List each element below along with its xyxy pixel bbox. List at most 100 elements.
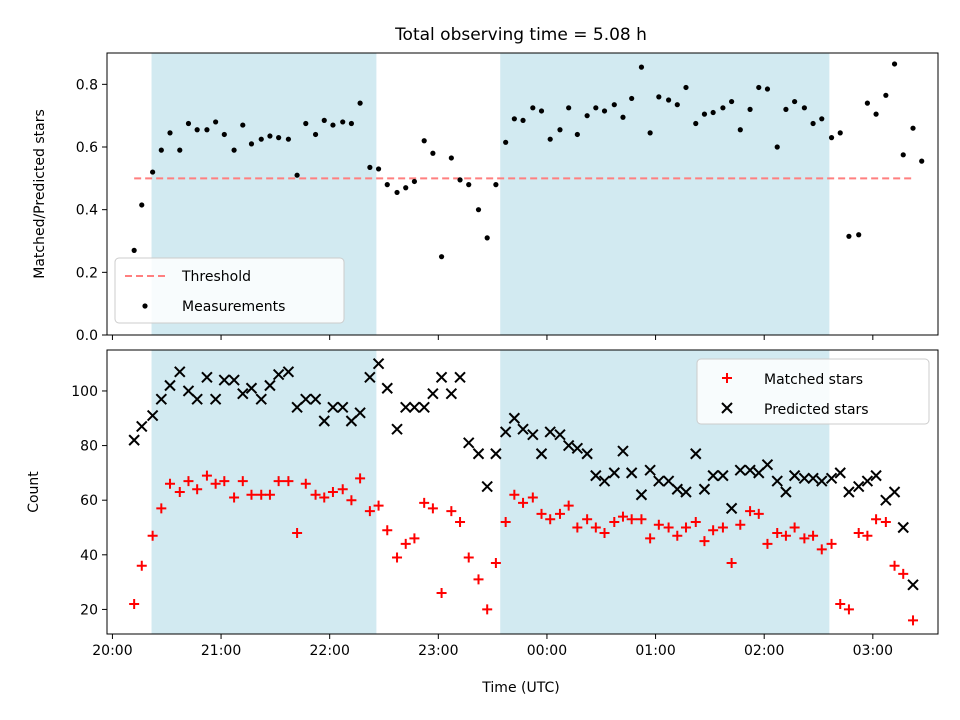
matched-star-point xyxy=(446,506,457,517)
matched-star-point xyxy=(264,489,275,500)
matched-star-point xyxy=(436,588,447,599)
measurement-point xyxy=(185,120,192,127)
predicted-star-point xyxy=(372,357,385,370)
measurement-point xyxy=(701,111,708,117)
x-tick-label: 22:00 xyxy=(310,643,350,659)
measurement-point xyxy=(411,178,418,185)
matched-star-point xyxy=(789,522,800,533)
predicted-star-point xyxy=(771,475,783,487)
predicted-star-point xyxy=(309,393,322,405)
predicted-star-point xyxy=(182,385,195,397)
measurement-point xyxy=(394,189,400,196)
matched-star-point xyxy=(582,514,593,525)
predicted-star-point xyxy=(128,434,140,446)
predicted-star-point xyxy=(608,467,620,479)
matched-star-point xyxy=(726,558,737,568)
matched-star-point xyxy=(853,527,864,538)
predicted-star-point xyxy=(191,393,203,405)
measurement-point xyxy=(258,136,264,142)
measurement-point xyxy=(638,64,645,70)
predicted-star-point xyxy=(598,475,611,487)
predicted-star-point xyxy=(680,486,692,498)
x-tick-label: 21:00 xyxy=(201,643,241,659)
matched-star-point xyxy=(364,506,375,517)
measurement-point xyxy=(666,97,672,103)
matched-star-point xyxy=(545,514,556,525)
matched-star-point xyxy=(382,525,393,536)
predicted-star-point xyxy=(698,483,711,495)
measurement-point xyxy=(846,233,852,239)
bottom-y-tick-label: 60 xyxy=(80,493,98,509)
predicted-star-point xyxy=(136,420,148,433)
predicted-star-point xyxy=(391,423,403,435)
predicted-star-point xyxy=(527,428,539,441)
predicted-star-point xyxy=(816,475,828,487)
measurement-point xyxy=(248,141,255,147)
predicted-star-point xyxy=(209,393,222,405)
predicted-star-point xyxy=(272,368,285,381)
predicted-star-point xyxy=(445,387,458,400)
measurement-point xyxy=(710,109,716,116)
top-legend: Threshold Measurements xyxy=(114,257,345,324)
measurement-point xyxy=(864,100,870,106)
x-tick-label: 02:00 xyxy=(744,643,784,659)
measurement-point xyxy=(457,177,463,183)
x-tick-label: 00:00 xyxy=(527,643,567,659)
matched-star-point xyxy=(237,476,248,487)
matched-star-point xyxy=(772,527,783,538)
matched-star-point xyxy=(327,487,338,497)
predicted-star-point xyxy=(337,401,349,414)
measurement-point xyxy=(158,147,164,153)
measurement-point xyxy=(629,95,635,102)
measurement-point xyxy=(538,108,545,114)
top-y-tick-label: 0.6 xyxy=(76,140,98,156)
measurement-point xyxy=(729,98,735,105)
matched-star-point xyxy=(219,476,230,487)
matched-star-point xyxy=(392,552,403,563)
matched-star-point xyxy=(599,527,610,538)
matched-star-point xyxy=(672,530,683,541)
matched-star-point xyxy=(680,522,691,533)
predicted-star-point xyxy=(508,412,521,424)
matched-star-point xyxy=(563,500,574,511)
top-y-tick-label: 0.4 xyxy=(76,203,98,219)
matched-star-point xyxy=(256,489,267,500)
predicted-star-point xyxy=(318,415,330,427)
predicted-star-point xyxy=(671,483,684,495)
predicted-star-point xyxy=(427,387,439,400)
matched-star-point xyxy=(246,489,257,500)
bottom-y-tick-label: 40 xyxy=(80,548,98,564)
top-shaded-span xyxy=(500,53,830,335)
matched-star-point xyxy=(653,519,664,530)
matched-star-point xyxy=(518,497,529,508)
predicted-star-point xyxy=(146,409,159,422)
matched-star-point xyxy=(156,503,167,514)
predicted-star-point xyxy=(499,426,512,438)
matched-star-point xyxy=(527,492,538,503)
predicted-star-point xyxy=(807,472,819,485)
measurement-point xyxy=(167,130,173,136)
legend-box xyxy=(696,358,930,425)
measurement-point xyxy=(530,105,536,111)
x-tick-label: 01:00 xyxy=(635,643,675,659)
predicted-star-point xyxy=(345,415,358,427)
matched-star-point xyxy=(745,506,756,517)
measurement-point xyxy=(276,135,282,141)
predicted-star-point xyxy=(744,464,756,476)
x-tick-label: 23:00 xyxy=(418,643,458,659)
measurement-point xyxy=(240,122,246,128)
matched-star-point xyxy=(427,503,438,514)
legend-matched-swatch xyxy=(722,373,732,383)
top-series-dot xyxy=(131,61,925,260)
matched-star-point xyxy=(283,476,294,487)
legend-matched-label: Matched stars xyxy=(764,372,863,388)
predicted-star-point xyxy=(861,475,874,487)
matched-star-point xyxy=(835,598,846,609)
predicted-star-point xyxy=(581,448,593,460)
measurement-point xyxy=(828,135,835,141)
bottom-series-x xyxy=(128,357,919,591)
x-axis-label: Time (UTC) xyxy=(481,680,559,696)
measurement-point xyxy=(430,150,436,156)
legend-measurement-label: Measurements xyxy=(182,299,285,315)
